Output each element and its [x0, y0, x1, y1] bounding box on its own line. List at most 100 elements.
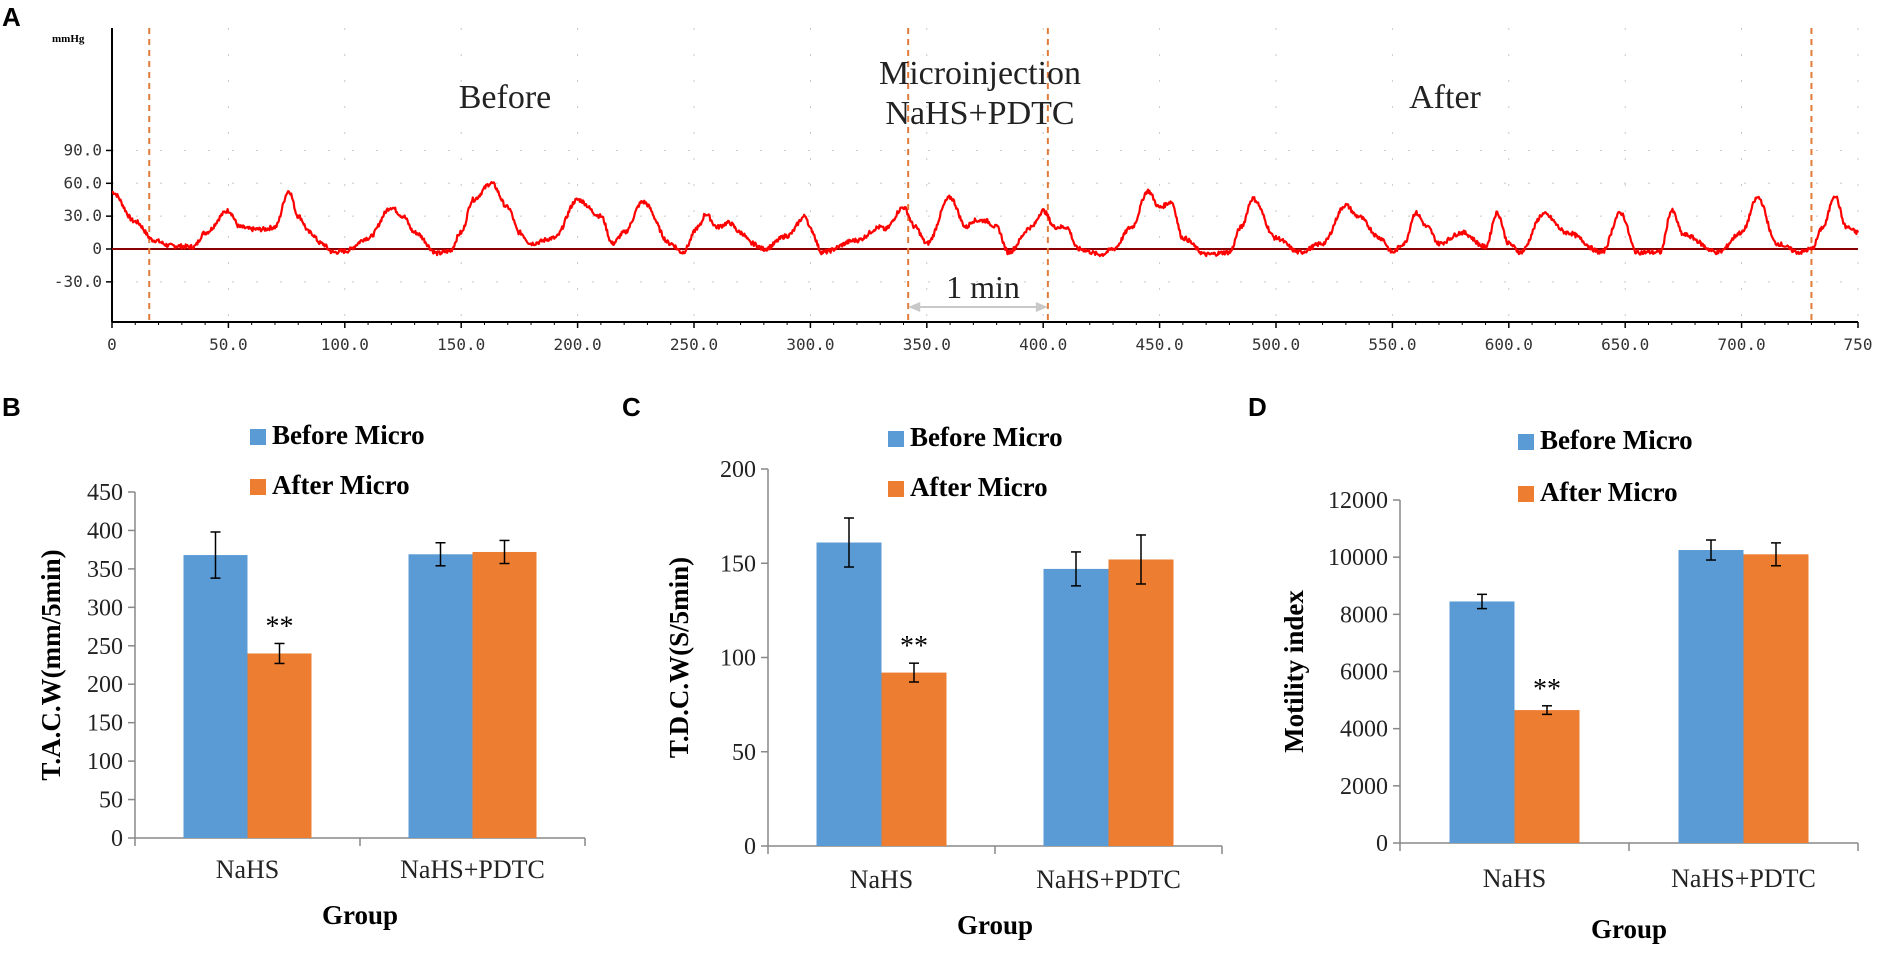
significance-marker: **	[266, 611, 294, 642]
y-tick-label: 8000	[1340, 602, 1388, 628]
y-tick-label: 0	[1376, 831, 1388, 857]
panel-letter-a: A	[2, 2, 21, 32]
bar-before-nahs-pdtc	[408, 554, 473, 838]
annotation-duration: 1 min	[946, 269, 1020, 305]
bar-after-nahs-pdtc	[1108, 559, 1174, 846]
y-tick-label: 200	[720, 457, 756, 483]
x-tick-label: 400.0	[1019, 335, 1067, 354]
legend-swatch-before	[250, 429, 266, 445]
x-category-label: NaHS+PDTC	[400, 855, 545, 884]
legend-label-after: After Micro	[910, 472, 1048, 502]
y-tick-label: 2000	[1340, 774, 1388, 800]
legend-swatch-after	[1518, 486, 1534, 502]
x-tick-label: 700.0	[1718, 335, 1766, 354]
x-axis-title: Group	[1591, 914, 1667, 944]
x-category-label: NaHS+PDTC	[1036, 865, 1181, 894]
x-tick-label: 650.0	[1601, 335, 1649, 354]
x-category-label: NaHS	[1483, 864, 1547, 893]
x-category-label: NaHS+PDTC	[1671, 864, 1816, 893]
x-tick-label: 600.0	[1485, 335, 1533, 354]
legend-swatch-after	[250, 479, 266, 495]
bar-after-nahs	[1514, 710, 1580, 843]
x-tick-label: 300.0	[786, 335, 834, 354]
legend-label-before: Before Micro	[910, 422, 1063, 452]
y-axis-title: Motility index	[1279, 590, 1309, 753]
x-category-label: NaHS	[216, 855, 280, 884]
panel-d-bar-chart: D Before Micro After Micro 0 2000 4000 6000 80…	[1248, 392, 1859, 944]
y-tick-label: 100	[87, 749, 123, 775]
y-tick-label: 400	[87, 518, 123, 544]
y-axis-label-mmhg: mmHg	[52, 33, 85, 45]
y-tick-label: 250	[87, 634, 123, 660]
x-tick-label: 0	[107, 335, 117, 354]
bar-after-nahs	[881, 672, 947, 846]
y-tick-label: -30.0	[54, 272, 102, 291]
bar-before-nahs	[816, 542, 882, 846]
panel-a-trace-chart: A mmHg 90.0 60.0 30.0 0 -30.0 0 50.0 100.0 150.0 2…	[2, 2, 1872, 354]
panel-letter-b: B	[2, 392, 21, 422]
legend-label-after: After Micro	[272, 470, 410, 500]
x-tick-label: 450.0	[1136, 335, 1184, 354]
y-tick-label: 12000	[1328, 488, 1388, 514]
y-tick-label: 60.0	[63, 173, 102, 192]
panel-letter-c: C	[622, 392, 641, 422]
y-tick-label: 450	[87, 480, 123, 506]
annotation-before: Before	[459, 79, 552, 116]
y-tick-label: 150	[87, 711, 123, 737]
y-tick-label: 350	[87, 557, 123, 583]
bar-after-nahs-pdtc	[472, 551, 537, 838]
panel-letter-d: D	[1248, 392, 1267, 422]
y-tick-label: 150	[720, 551, 756, 577]
bar-before-nahs-pdtc	[1678, 550, 1744, 843]
bar-before-nahs	[183, 555, 248, 838]
x-tick-label: 500.0	[1252, 335, 1300, 354]
y-axis-title: T.D.C.W(S/5min)	[664, 557, 694, 758]
x-tick-label: 250.0	[670, 335, 718, 354]
x-tick-label: 100.0	[321, 335, 369, 354]
legend-swatch-before	[1518, 434, 1534, 450]
x-tick-label: 200.0	[554, 335, 602, 354]
bar-after-nahs-pdtc	[1743, 554, 1809, 843]
bar-before-nahs	[1449, 601, 1515, 843]
legend-swatch-before	[888, 431, 904, 447]
x-tick-label: 750	[1844, 335, 1873, 354]
bar-before-nahs-pdtc	[1043, 568, 1109, 846]
x-axis-title: Group	[322, 900, 398, 930]
y-tick-label: 6000	[1340, 660, 1388, 686]
legend-label-after: After Micro	[1540, 477, 1678, 507]
y-tick-label: 30.0	[63, 206, 102, 225]
y-tick-label: 50	[732, 740, 756, 766]
x-tick-label: 50.0	[209, 335, 248, 354]
legend-label-before: Before Micro	[272, 420, 425, 450]
x-axis-title: Group	[957, 910, 1033, 940]
significance-marker: **	[1533, 674, 1561, 705]
x-category-label: NaHS	[850, 865, 914, 894]
y-tick-label: 4000	[1340, 717, 1388, 743]
y-tick-label: 50	[99, 788, 123, 814]
y-tick-label: 200	[87, 672, 123, 698]
significance-marker: **	[900, 631, 928, 662]
bar-after-nahs	[247, 653, 312, 838]
annotation-microinjection: Microinjection	[879, 55, 1081, 92]
y-tick-label: 0	[111, 826, 123, 852]
y-tick-label: 300	[87, 595, 123, 621]
x-tick-label: 550.0	[1368, 335, 1416, 354]
y-tick-label: 0	[92, 239, 102, 258]
duration-arrowhead-right	[1035, 302, 1048, 312]
annotation-nahs-pdtc: NaHS+PDTC	[885, 95, 1074, 132]
y-axis-title: T.A.C.W(mm/5min)	[36, 549, 66, 780]
y-tick-label: 10000	[1328, 545, 1388, 571]
y-tick-label: 100	[720, 646, 756, 672]
annotation-after: After	[1409, 79, 1481, 116]
pressure-trace-line	[111, 181, 1860, 258]
x-tick-label: 150.0	[437, 335, 485, 354]
duration-arrowhead-left	[908, 302, 921, 312]
x-tick-label: 350.0	[903, 335, 951, 354]
legend-label-before: Before Micro	[1540, 425, 1693, 455]
y-tick-label: 0	[744, 834, 756, 860]
panel-b-bar-chart: B Before Micro After Micro 0 50 100 150 200 250…	[2, 392, 586, 930]
panel-c-bar-chart: C Before Micro After Micro 0 50 100 150 200 ** N…	[622, 392, 1223, 940]
y-tick-label: 90.0	[63, 140, 102, 159]
legend-swatch-after	[888, 481, 904, 497]
